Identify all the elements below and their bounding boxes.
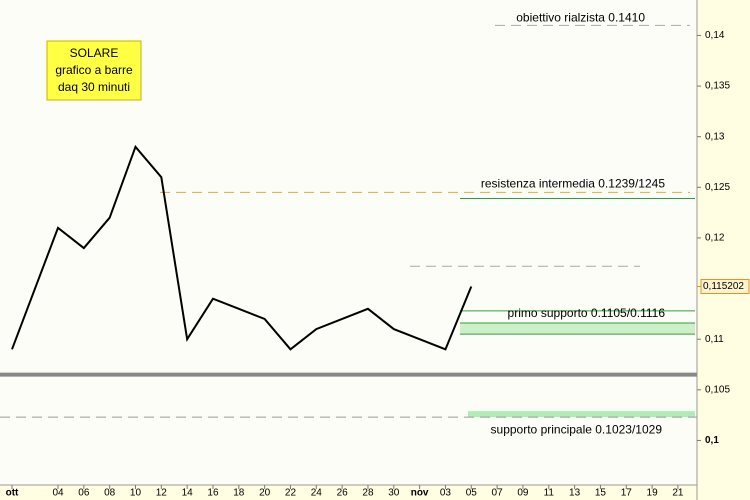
info-text: grafico a barre (55, 63, 133, 77)
annotation: obiettivo rialzista 0.1410 (516, 10, 645, 24)
x-tick-label: nov (411, 488, 429, 499)
y-tick-label: 0,1 (705, 435, 719, 446)
x-tick-label: 13 (569, 488, 581, 499)
x-tick-label: 08 (104, 488, 116, 499)
y-axis-area (697, 0, 750, 500)
x-tick-label: 18 (233, 488, 245, 499)
x-tick-label: 16 (207, 488, 219, 499)
x-tick-label: 15 (595, 488, 607, 499)
y-tick-label: 0,135 (705, 81, 730, 92)
x-tick-label: 26 (337, 488, 349, 499)
info-text: daq 30 minuti (58, 80, 130, 94)
y-tick-label: 0,105 (705, 384, 730, 395)
support-band (468, 411, 695, 418)
last-price-label: 0,115202 (703, 281, 744, 292)
y-tick-label: 0,11 (705, 334, 724, 345)
x-tick-label: 20 (259, 488, 271, 499)
x-tick-label: ott (6, 488, 19, 499)
x-tick-label: 14 (182, 488, 194, 499)
info-box (46, 40, 142, 101)
last-price-box (700, 279, 750, 295)
x-tick-label: 10 (130, 488, 142, 499)
x-tick-label: 22 (285, 488, 297, 499)
price-line (11, 144, 473, 351)
x-tick-label: 04 (52, 488, 64, 499)
support-band (460, 322, 695, 335)
annotation: resistenza intermedia 0.1239/1245 (481, 177, 665, 191)
x-tick-label: 09 (517, 488, 529, 499)
x-tick-label: 07 (492, 488, 504, 499)
x-tick-label: 19 (647, 488, 659, 499)
y-tick-label: 0,14 (705, 30, 725, 41)
y-tick-label: 0,125 (705, 182, 730, 193)
y-tick-label: 0,13 (705, 131, 725, 142)
x-tick-label: 21 (672, 488, 684, 499)
x-tick-label: 28 (362, 488, 374, 499)
annotation: supporto principale 0.1023/1029 (491, 422, 663, 436)
x-tick-label: 12 (156, 488, 168, 499)
x-tick-label: 05 (466, 488, 478, 499)
x-tick-label: 06 (78, 488, 90, 499)
x-tick-label: 03 (440, 488, 452, 499)
x-tick-label: 30 (388, 488, 400, 499)
info-text: SOLARE (70, 46, 119, 60)
x-tick-label: 17 (621, 488, 633, 499)
annotation: primo supporto 0.1105/0.1116 (508, 306, 666, 320)
x-tick-label: 24 (311, 488, 323, 499)
y-tick-label: 0,12 (705, 233, 725, 244)
x-tick-label: 11 (544, 488, 555, 499)
